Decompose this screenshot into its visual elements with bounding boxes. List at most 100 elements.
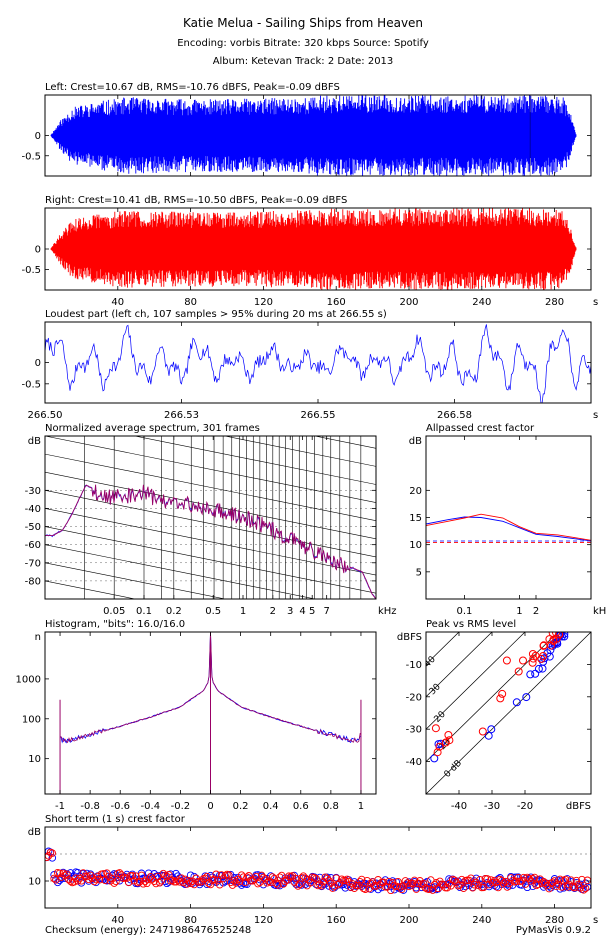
crest-point bbox=[150, 877, 158, 885]
chart-left-waveform: Left: Crest=10.67 dB, RMS=-10.76 dBFS, P… bbox=[21, 82, 592, 177]
y-tick-label: -40 bbox=[25, 504, 41, 515]
crest-point bbox=[550, 875, 559, 883]
rms-peak-point bbox=[496, 694, 505, 703]
crest-point bbox=[259, 873, 268, 882]
rms-peak-point bbox=[430, 754, 439, 763]
x-unit: s bbox=[593, 297, 598, 308]
y-tick-label: 10 bbox=[28, 877, 41, 888]
crest-point bbox=[292, 874, 300, 883]
rms-peak-point bbox=[546, 646, 555, 655]
slope-line bbox=[223, 436, 376, 467]
rms-peak-point bbox=[534, 664, 543, 673]
crest-point bbox=[232, 879, 240, 887]
crest-point bbox=[161, 871, 169, 880]
crest-point bbox=[428, 886, 437, 894]
crest-point bbox=[63, 870, 71, 879]
crest-point bbox=[488, 878, 497, 887]
crest-point bbox=[576, 884, 584, 892]
crest-point bbox=[139, 880, 148, 888]
crest-point bbox=[130, 874, 138, 882]
crest-point bbox=[155, 878, 164, 887]
crest-point bbox=[143, 879, 151, 888]
crest-point bbox=[292, 880, 300, 889]
crest-point bbox=[274, 881, 282, 889]
crest-point bbox=[343, 875, 351, 884]
x-tick-label: 280 bbox=[545, 297, 564, 308]
crest-point bbox=[48, 849, 57, 857]
crest-point bbox=[563, 883, 572, 891]
rms-peak-point bbox=[433, 748, 442, 757]
chart-allpassed-crest: Allpassed crest factor 20 15 10 5 0.1 12 kHz dB bbox=[409, 423, 606, 617]
waveform-trace bbox=[50, 95, 577, 176]
crest-point bbox=[268, 873, 277, 881]
crest-point bbox=[432, 879, 441, 887]
report-title: Katie Melua - Sailing Ships from Heaven bbox=[182, 16, 424, 30]
x-unit: kHz bbox=[378, 606, 397, 617]
crest-point bbox=[470, 880, 479, 889]
crest-point bbox=[245, 872, 253, 880]
rms-peak-point bbox=[498, 689, 507, 698]
crest-point bbox=[501, 877, 510, 886]
chart-title: Left: Crest=10.67 dB, RMS=-10.76 dBFS, P… bbox=[45, 82, 340, 93]
plot-area bbox=[45, 847, 591, 895]
plot-area bbox=[426, 513, 591, 543]
crest-point bbox=[450, 876, 459, 885]
crest-point bbox=[421, 883, 430, 892]
crest-point bbox=[252, 872, 260, 881]
axes-frame bbox=[425, 435, 592, 600]
crest-point bbox=[323, 874, 331, 883]
crest-point bbox=[45, 853, 51, 862]
y-tick-label: -0.5 bbox=[21, 265, 41, 276]
crest-point bbox=[328, 884, 337, 892]
chart-title: Short term (1 s) crest factor bbox=[45, 814, 186, 825]
rms-peak-point bbox=[560, 632, 569, 641]
y-tick-label: 10 bbox=[409, 540, 422, 551]
crest-point bbox=[572, 876, 581, 885]
encoding-info: Encoding: vorbis Bitrate: 320 kbps Sourc… bbox=[177, 38, 429, 49]
x-tick-label: -0.6 bbox=[110, 801, 130, 812]
axes-frame bbox=[44, 207, 592, 291]
rms-peak-point bbox=[445, 736, 454, 745]
chart-title: Peak vs RMS level bbox=[426, 619, 516, 630]
x-tick-label: 160 bbox=[327, 297, 346, 308]
crest-point bbox=[84, 875, 93, 884]
crest-point bbox=[157, 876, 166, 885]
crest-point bbox=[345, 877, 353, 886]
rms-peak-point bbox=[539, 641, 548, 650]
crest-point bbox=[61, 871, 69, 880]
slope-line bbox=[45, 526, 376, 594]
crest-point bbox=[144, 875, 153, 883]
crest-point bbox=[306, 878, 315, 887]
crest-point bbox=[254, 879, 262, 888]
crest-point bbox=[581, 884, 590, 893]
crest-point bbox=[348, 880, 357, 888]
crest-point bbox=[241, 878, 249, 887]
x-tick-label: 0.2 bbox=[233, 801, 249, 812]
y-tick-label: 15 bbox=[409, 513, 422, 524]
x-tick-label: -30 bbox=[484, 801, 500, 812]
rms-peak-point bbox=[502, 656, 511, 665]
crest-point bbox=[190, 872, 198, 881]
rms-peak-point bbox=[539, 652, 548, 660]
crest-point bbox=[59, 869, 67, 878]
crest-point bbox=[414, 879, 422, 888]
chart-title: Loudest part (left ch, 107 samples > 95%… bbox=[45, 309, 387, 320]
crest-point bbox=[225, 871, 233, 879]
waveform-trace bbox=[50, 208, 577, 290]
crest-line-label: 0 dB bbox=[443, 758, 465, 780]
chart-title: Normalized average spectrum, 301 frames bbox=[45, 423, 260, 434]
checksum: Checksum (energy): 2471986476525248 bbox=[45, 925, 252, 936]
spectrum-right bbox=[45, 484, 376, 599]
crest-point bbox=[494, 883, 502, 892]
crest-point bbox=[161, 877, 169, 886]
crest-point bbox=[485, 880, 493, 889]
y-tick-label: 1000 bbox=[16, 674, 41, 685]
x-tick-label: 80 bbox=[184, 915, 197, 926]
crest-point bbox=[270, 874, 279, 883]
x-tick-label: 0.1 bbox=[136, 606, 152, 617]
rms-peak-point bbox=[519, 656, 527, 665]
chart-right-waveform: Right: Crest=10.41 dB, RMS=-10.50 dBFS, … bbox=[21, 195, 598, 308]
crest-line bbox=[426, 632, 460, 665]
crest-point bbox=[425, 885, 433, 894]
y-tick-label: -60 bbox=[25, 540, 41, 551]
